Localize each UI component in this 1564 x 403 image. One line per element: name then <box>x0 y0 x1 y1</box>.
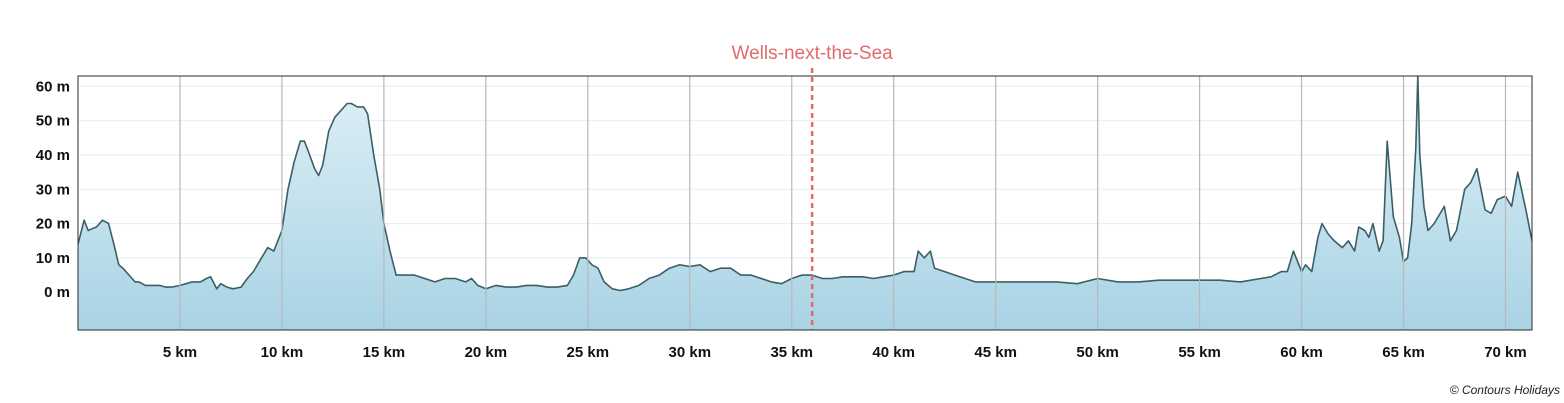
y-axis-labels: 0 m 10 m 20 m 30 m 40 m 50 m 60 m <box>36 78 70 301</box>
marker: Wells-next-the-Sea <box>732 43 894 330</box>
x-tick-label: 45 km <box>974 344 1017 361</box>
y-tick-label: 20 m <box>36 216 70 233</box>
x-axis-labels: 5 km 10 km 15 km 20 km 25 km 30 km 35 km 40 km 4… <box>163 344 1527 361</box>
y-tick-label: 40 m <box>36 147 70 164</box>
y-tick-label: 60 m <box>36 78 70 95</box>
marker-label: Wells-next-the-Sea <box>732 43 894 64</box>
x-tick-label: 20 km <box>465 344 508 361</box>
x-tick-label: 65 km <box>1382 344 1425 361</box>
x-tick-label: 10 km <box>261 344 304 361</box>
vertical-gridlines <box>179 76 1507 330</box>
x-tick-label: 55 km <box>1178 344 1221 361</box>
x-tick-label: 60 km <box>1280 344 1323 361</box>
x-tick-label: 5 km <box>163 344 197 361</box>
y-tick-label: 10 m <box>36 250 70 267</box>
plot-frame <box>77 75 1533 331</box>
x-tick-label: 35 km <box>770 344 813 361</box>
copyright-text: © Contours Holidays <box>1449 383 1560 397</box>
x-tick-label: 70 km <box>1484 344 1527 361</box>
x-tick-label: 40 km <box>872 344 915 361</box>
y-tick-label: 50 m <box>36 113 70 130</box>
y-tick-label: 30 m <box>36 181 70 198</box>
x-tick-label: 15 km <box>363 344 406 361</box>
elevation-area <box>78 76 1532 330</box>
elevation-series <box>78 76 1532 330</box>
elevation-line <box>78 76 1532 292</box>
y-tick-label: 0 m <box>44 284 70 301</box>
x-tick-label: 50 km <box>1076 344 1119 361</box>
x-tick-label: 25 km <box>567 344 610 361</box>
x-tick-label: 30 km <box>669 344 712 361</box>
